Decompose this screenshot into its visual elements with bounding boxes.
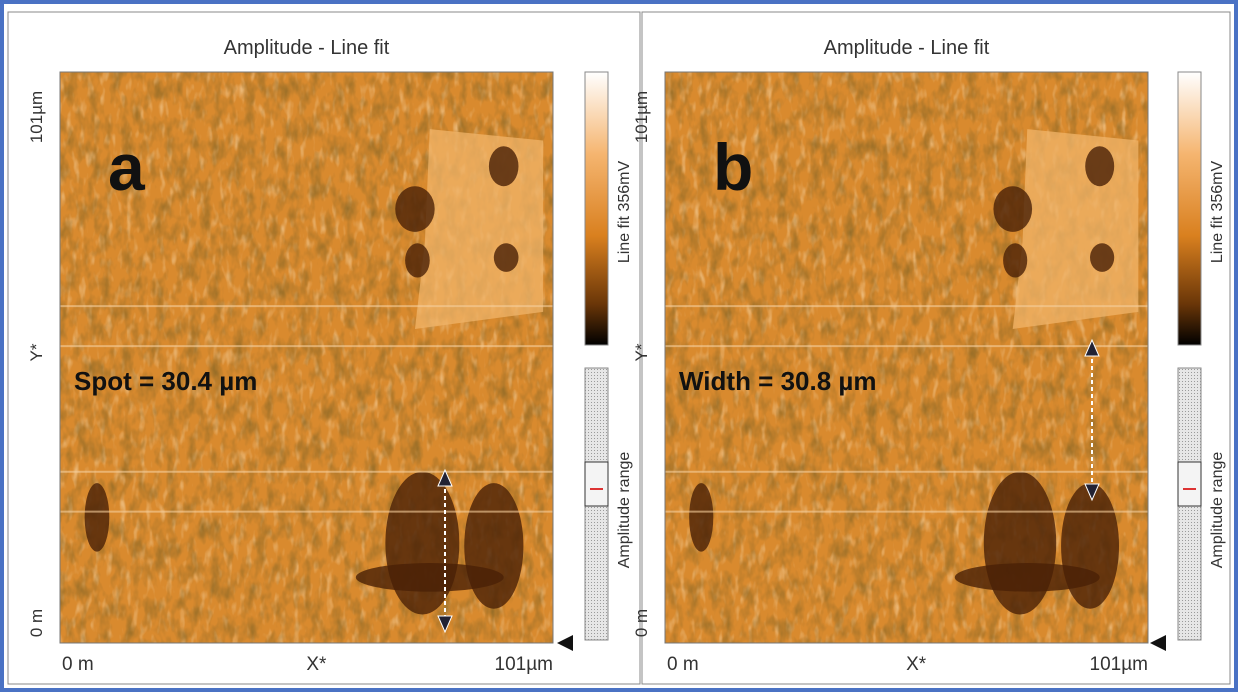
dark-patch <box>489 146 519 186</box>
y-axis-label: 101µm <box>27 91 46 143</box>
dark-patch <box>385 472 459 615</box>
x-axis-label: X* <box>306 654 327 675</box>
dark-patch <box>1090 243 1114 272</box>
y-axis-label: Y* <box>27 343 46 361</box>
y-axis-label: 101µm <box>632 91 651 143</box>
colorbar-label: Line fit 356mV <box>616 161 633 264</box>
dark-patch <box>1061 483 1119 609</box>
dark-patch <box>1003 243 1027 277</box>
y-axis-label: Y* <box>632 343 651 361</box>
bright-region <box>1013 129 1139 329</box>
annotation: Spot = 30.4 µm <box>74 366 257 396</box>
dark-patch <box>464 483 523 609</box>
bright-region <box>415 129 543 329</box>
dark-patch <box>395 186 434 232</box>
y-axis-label: 0 m <box>27 609 46 637</box>
dark-patch <box>984 472 1056 615</box>
scan-marker <box>1150 635 1166 651</box>
panel: Amplitude - Line fit b Width = 30.8 µm 101µ… <box>632 12 1230 684</box>
panel: Amplitude - Line fit a Spot = 30.4 µm 101µm… <box>8 12 640 684</box>
panel-title: Amplitude - Line fit <box>824 37 990 59</box>
dark-patch <box>993 186 1032 232</box>
figure: Amplitude - Line fit a Spot = 30.4 µm 101µm… <box>0 0 1238 692</box>
dark-patch <box>955 563 1100 592</box>
dark-patch <box>85 483 110 552</box>
x-axis-label: 0 m <box>62 654 94 675</box>
dark-patch <box>1085 146 1114 186</box>
colorbar-label: Line fit 356mV <box>1209 161 1226 264</box>
dark-patch <box>405 243 430 277</box>
annotation: Width = 30.8 µm <box>679 366 877 396</box>
y-axis-label: 0 m <box>632 609 651 637</box>
x-axis-label: 101µm <box>495 654 553 675</box>
panel-letter: b <box>713 130 753 204</box>
x-axis-label: X* <box>906 654 927 675</box>
panel-title: Amplitude - Line fit <box>224 37 390 59</box>
x-axis-label: 101µm <box>1090 654 1148 675</box>
x-axis-label: 0 m <box>667 654 699 675</box>
colorbar <box>585 72 608 345</box>
range-label: Amplitude range <box>1209 452 1226 569</box>
colorbar <box>1178 72 1201 345</box>
dark-patch <box>494 243 519 272</box>
scan-marker <box>557 635 573 651</box>
panel-letter: a <box>108 130 146 204</box>
dark-patch <box>689 483 713 552</box>
range-window <box>585 462 608 506</box>
dark-patch <box>356 563 504 592</box>
range-label: Amplitude range <box>616 452 633 569</box>
range-window <box>1178 462 1201 506</box>
